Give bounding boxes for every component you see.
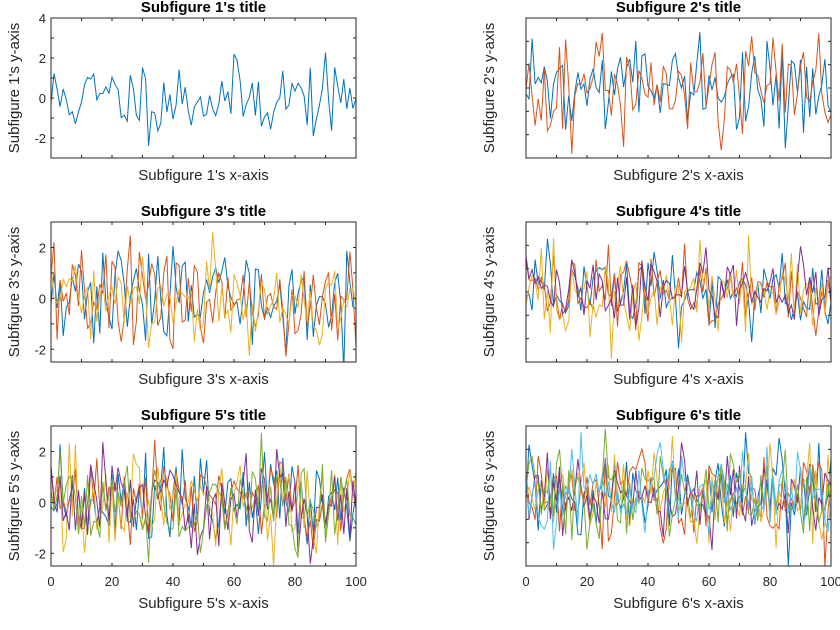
y-axis-label: Subfigure 5's y-axis xyxy=(6,431,23,561)
x-tick-label: 40 xyxy=(641,574,655,589)
subplot-title: Subfigure 5's title xyxy=(141,407,266,424)
x-axis-label: Subfigure 5's x-axis xyxy=(138,595,268,612)
x-tick-label: 80 xyxy=(763,574,777,589)
y-tick-label: 2 xyxy=(39,240,46,255)
x-axis-label: Subfigure 6's x-axis xyxy=(613,595,743,612)
series-line-3 xyxy=(51,232,356,356)
y-tick-label: 4 xyxy=(39,11,46,26)
x-tick-label: 60 xyxy=(227,574,241,589)
subplot-4: Subfigure 4's title Subfigure 4's x-axis S… xyxy=(481,203,832,388)
y-tick-label: -2 xyxy=(34,342,46,357)
x-tick-label: 100 xyxy=(345,574,367,589)
subplot-2: Subfigure 2's title Subfigure 2's x-axis S… xyxy=(481,0,832,184)
axes-box xyxy=(50,425,357,567)
y-tick-label: 0 xyxy=(39,291,46,306)
y-axis-label: Subfigure 6's y-axis xyxy=(481,431,498,561)
series-group xyxy=(51,432,356,566)
x-axis-label: Subfigure 1's x-axis xyxy=(138,167,268,184)
subplot-6: 0 20 40 60 80 100 Subfigure 6's title Subfigure… xyxy=(481,407,840,612)
x-tick-label: 100 xyxy=(820,574,840,589)
subplot-title: Subfigure 1's title xyxy=(141,0,266,16)
series-line-4 xyxy=(526,442,831,551)
x-tick-label: 80 xyxy=(288,574,302,589)
series-line-2 xyxy=(526,33,831,154)
y-tick-label: 0 xyxy=(39,91,46,106)
series-group xyxy=(51,52,356,146)
y-tick-label: 2 xyxy=(39,51,46,66)
x-tick-label: 20 xyxy=(105,574,119,589)
y-axis-label: Subfigure 3's y-axis xyxy=(6,227,23,357)
series-line-1 xyxy=(526,432,831,566)
x-axis-label: Subfigure 3's x-axis xyxy=(138,371,268,388)
y-tick-label: -2 xyxy=(34,131,46,146)
y-tick-label: 0 xyxy=(39,495,46,510)
series-line-3 xyxy=(526,234,831,359)
x-tick-label: 60 xyxy=(702,574,716,589)
series-line-5 xyxy=(526,428,831,550)
x-tick-label: 20 xyxy=(580,574,594,589)
y-axis-label: Subfigure 4's y-axis xyxy=(481,227,498,357)
x-tick-label: 0 xyxy=(522,574,529,589)
series-group xyxy=(51,232,356,362)
subplot-1: -2 0 2 4 Subfigure 1's title Subfigure 1's x-… xyxy=(6,0,357,184)
x-tick-label: 40 xyxy=(166,574,180,589)
subplot-title: Subfigure 3's title xyxy=(141,203,266,220)
x-axis-label: Subfigure 4's x-axis xyxy=(613,371,743,388)
series-line-4 xyxy=(526,246,831,327)
x-tick-label: 0 xyxy=(47,574,54,589)
series-line-5 xyxy=(51,432,356,563)
subplot-title: Subfigure 4's title xyxy=(616,203,741,220)
series-line-6 xyxy=(526,432,831,550)
subplot-title: Subfigure 6's title xyxy=(616,407,741,424)
y-tick-label: 2 xyxy=(39,444,46,459)
series-line-1 xyxy=(526,32,831,149)
subplot-title: Subfigure 2's title xyxy=(616,0,741,16)
x-axis-label: Subfigure 2's x-axis xyxy=(613,167,743,184)
subplot-3: -2 0 2 Subfigure 3's title Subfigure 3's x-a… xyxy=(6,203,357,388)
series-line-1 xyxy=(51,52,356,146)
axes-box xyxy=(50,17,357,159)
series-group xyxy=(526,32,831,154)
series-group xyxy=(526,234,831,359)
series-group xyxy=(526,428,831,566)
y-axis-label: Subfigure 2's y-axis xyxy=(481,23,498,153)
y-tick-label: -2 xyxy=(34,546,46,561)
y-axis-label: Subfigure 1's y-axis xyxy=(6,23,23,153)
series-line-2 xyxy=(51,235,356,357)
series-line-3 xyxy=(51,442,356,566)
